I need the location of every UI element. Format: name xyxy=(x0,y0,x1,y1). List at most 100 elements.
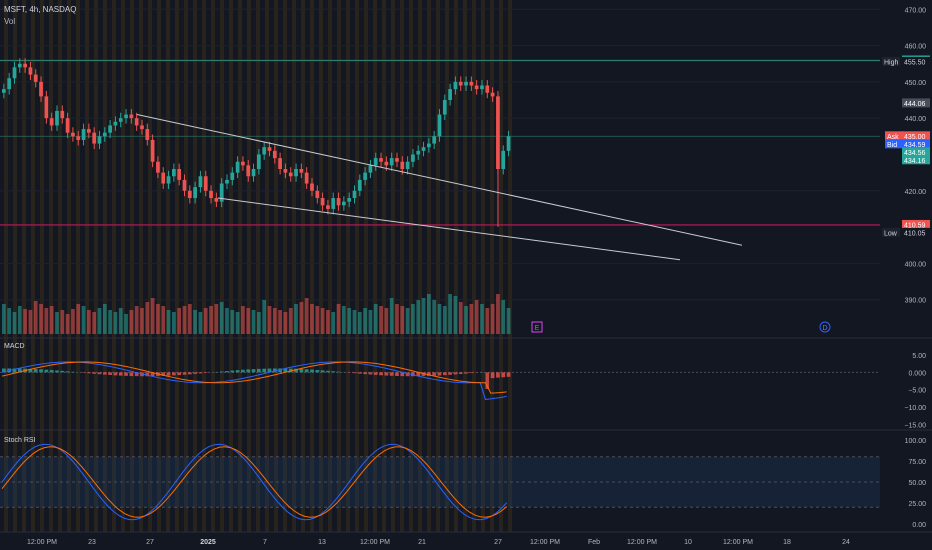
candle-body[interactable] xyxy=(490,92,495,97)
candle-body[interactable] xyxy=(427,143,431,148)
candle-body[interactable] xyxy=(161,172,166,184)
candle-body[interactable] xyxy=(304,172,309,184)
candle-body[interactable] xyxy=(262,147,267,155)
candle-body[interactable] xyxy=(118,118,123,122)
candle-body[interactable] xyxy=(469,81,474,86)
candle-body[interactable] xyxy=(278,158,282,169)
candle-body[interactable] xyxy=(214,198,219,202)
candle-body[interactable] xyxy=(219,183,224,202)
candle-body[interactable] xyxy=(501,150,506,169)
wedge-lower-line[interactable] xyxy=(217,197,681,261)
candle-body[interactable] xyxy=(400,161,405,169)
candle-body[interactable] xyxy=(156,161,160,173)
candle-body[interactable] xyxy=(44,96,49,119)
candle-body[interactable] xyxy=(76,136,81,140)
candle-body[interactable] xyxy=(187,190,192,199)
candle-body[interactable] xyxy=(140,125,144,130)
candle-body[interactable] xyxy=(55,110,59,126)
candle-body[interactable] xyxy=(49,118,54,126)
candle-body[interactable] xyxy=(230,172,235,180)
candle-body[interactable] xyxy=(246,165,251,177)
candle-body[interactable] xyxy=(33,74,38,82)
candle-body[interactable] xyxy=(347,198,352,202)
candle-body[interactable] xyxy=(373,158,378,166)
candle-body[interactable] xyxy=(102,132,107,137)
candle-body[interactable] xyxy=(384,161,389,166)
candle-body[interactable] xyxy=(272,150,277,159)
candle-body[interactable] xyxy=(225,179,229,184)
candle-body[interactable] xyxy=(2,89,6,93)
candle-body[interactable] xyxy=(405,161,410,169)
candle-body[interactable] xyxy=(108,125,112,133)
candle-body[interactable] xyxy=(357,179,362,191)
candle-body[interactable] xyxy=(182,179,187,191)
symbol-title[interactable]: MSFT, 4h, NASDAQ xyxy=(4,5,77,14)
candle-body[interactable] xyxy=(209,190,213,199)
candle-body[interactable] xyxy=(241,161,245,166)
candle-body[interactable] xyxy=(437,114,442,137)
candle-body[interactable] xyxy=(257,154,261,169)
candle-body[interactable] xyxy=(28,67,33,75)
candle-body[interactable] xyxy=(448,89,452,101)
candle-body[interactable] xyxy=(421,147,426,151)
candle-body[interactable] xyxy=(60,110,65,119)
wedge-upper-line[interactable] xyxy=(136,114,743,246)
candle-body[interactable] xyxy=(336,198,341,206)
candle-body[interactable] xyxy=(320,198,325,206)
candle-body[interactable] xyxy=(113,121,118,126)
candle-body[interactable] xyxy=(145,129,150,140)
candle-body[interactable] xyxy=(506,136,511,151)
candle-body[interactable] xyxy=(251,169,256,177)
candle-body[interactable] xyxy=(87,129,91,133)
candle-body[interactable] xyxy=(288,172,293,177)
candle-body[interactable] xyxy=(411,154,415,162)
candle-body[interactable] xyxy=(39,81,43,97)
candle-body[interactable] xyxy=(416,150,421,155)
candle-body[interactable] xyxy=(326,205,330,209)
candle-body[interactable] xyxy=(92,132,97,144)
candle-body[interactable] xyxy=(65,118,70,133)
candle-body[interactable] xyxy=(124,114,128,119)
candle-body[interactable] xyxy=(342,201,346,206)
candle-body[interactable] xyxy=(17,63,22,68)
candle-body[interactable] xyxy=(442,100,447,115)
candle-body[interactable] xyxy=(368,165,373,173)
candle-body[interactable] xyxy=(7,78,12,90)
candle-body[interactable] xyxy=(134,118,139,126)
candle-body[interactable] xyxy=(458,81,463,86)
candle-body[interactable] xyxy=(485,85,490,93)
candle-body[interactable] xyxy=(352,190,357,199)
candle-body[interactable] xyxy=(432,136,437,144)
candle-body[interactable] xyxy=(235,161,240,173)
candle-body[interactable] xyxy=(453,81,458,90)
candle-body[interactable] xyxy=(23,63,27,68)
candle-body[interactable] xyxy=(172,169,176,177)
candle-body[interactable] xyxy=(267,147,272,151)
candle-body[interactable] xyxy=(395,158,399,162)
candle-body[interactable] xyxy=(12,67,17,79)
dividend-marker[interactable] xyxy=(819,321,831,333)
candle-body[interactable] xyxy=(315,190,320,199)
candle-body[interactable] xyxy=(474,85,479,90)
candle-body[interactable] xyxy=(177,169,182,180)
candle-body[interactable] xyxy=(193,187,197,199)
candle-body[interactable] xyxy=(283,169,288,173)
candle-body[interactable] xyxy=(480,85,484,90)
candle-body[interactable] xyxy=(81,129,86,140)
candle-body[interactable] xyxy=(203,176,208,191)
candle-body[interactable] xyxy=(299,169,304,173)
candle-body[interactable] xyxy=(166,176,171,184)
candle-body[interactable] xyxy=(150,139,155,162)
candle-body[interactable] xyxy=(310,183,314,191)
candle-body[interactable] xyxy=(129,114,134,119)
candle-body[interactable] xyxy=(294,169,298,177)
candle-body[interactable] xyxy=(97,136,102,144)
candle-body[interactable] xyxy=(379,158,383,162)
candle-body[interactable] xyxy=(71,132,75,137)
candle-body[interactable] xyxy=(464,81,468,86)
candle-body[interactable] xyxy=(363,172,367,180)
candle-body[interactable] xyxy=(198,176,203,188)
candle-body[interactable] xyxy=(331,198,336,209)
earnings-marker[interactable] xyxy=(531,321,543,333)
